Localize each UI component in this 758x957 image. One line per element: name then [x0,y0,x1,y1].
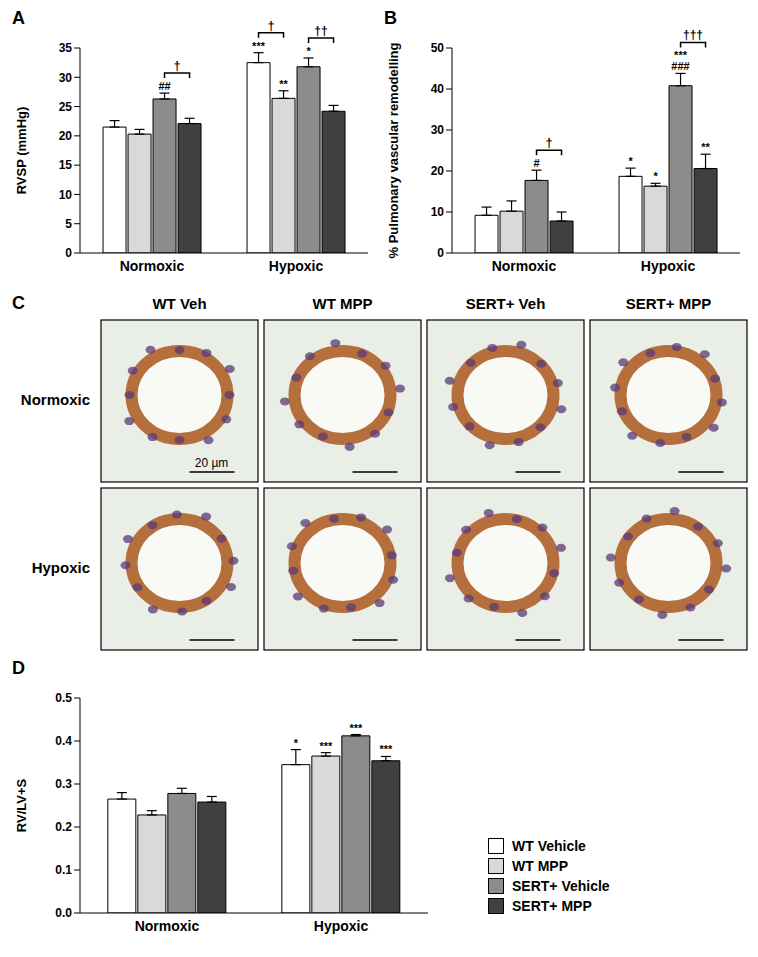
svg-text:10: 10 [59,188,73,202]
html-text:B: B [384,8,397,28]
svg-text:Hypoxic: Hypoxic [641,258,696,274]
html-text:C: C [12,293,25,313]
html-text:SERT+ Vehicle: SERT+ Vehicle [512,878,610,894]
svg-text:WT MPP: WT MPP [313,295,373,312]
svg-text:RVSP (mmHg): RVSP (mmHg) [14,107,29,195]
svg-text:50: 50 [431,41,445,55]
svg-text:Normoxic: Normoxic [120,258,185,274]
svg-text:% Pulmonary vascular remodelli: % Pulmonary vascular remodelling [386,42,401,258]
svg-text:RV/LV+S: RV/LV+S [14,779,29,833]
svg-text:0.3: 0.3 [55,777,72,791]
svg-text:5: 5 [65,217,72,231]
svg-text:0.5: 0.5 [55,691,72,705]
svg-text:Hypoxic: Hypoxic [32,559,90,576]
svg-text:*: * [653,170,658,182]
svg-text:Normoxic: Normoxic [492,258,557,274]
svg-text:SERT+ Veh: SERT+ Veh [466,295,546,312]
svg-text:***: *** [349,722,363,734]
html-text:WT Vehicle: WT Vehicle [512,838,586,854]
svg-text:Normoxic: Normoxic [21,391,90,408]
svg-text:0: 0 [65,246,72,260]
svg-text:10: 10 [431,205,445,219]
svg-text:WT Veh: WT Veh [152,295,206,312]
svg-text:20: 20 [59,129,73,143]
svg-text:SERT+ MPP: SERT+ MPP [626,295,711,312]
svg-text:***: *** [319,740,333,752]
svg-text:0: 0 [437,246,444,260]
svg-text:#: # [533,157,539,169]
svg-text:†: † [174,59,181,73]
svg-text:†: † [546,136,553,150]
svg-text:†: † [268,19,275,33]
svg-text:35: 35 [59,41,73,55]
svg-text:**: ** [701,141,710,153]
svg-text:0.1: 0.1 [55,863,72,877]
svg-text:*: * [628,155,633,167]
svg-text:***: *** [252,40,266,52]
svg-text:Normoxic: Normoxic [135,918,200,934]
svg-text:40: 40 [431,82,445,96]
html-text:D: D [12,658,25,678]
svg-text:††: †† [314,24,327,38]
svg-text:0.2: 0.2 [55,820,72,834]
svg-text:##: ## [158,80,170,92]
svg-text:###: ### [671,60,689,72]
svg-text:30: 30 [59,71,73,85]
svg-text:*: * [294,737,299,749]
html-text:SERT+ MPP: SERT+ MPP [512,898,592,914]
svg-text:***: *** [379,743,393,755]
svg-text:0.0: 0.0 [55,906,72,920]
svg-text:0.4: 0.4 [55,734,72,748]
html-text:WT MPP: WT MPP [512,858,568,874]
svg-text:*: * [306,45,311,57]
svg-text:30: 30 [431,123,445,137]
svg-text:Hypoxic: Hypoxic [314,918,369,934]
svg-text:**: ** [279,78,288,90]
html-text:A: A [12,8,25,28]
svg-text:25: 25 [59,100,73,114]
svg-text:Hypoxic: Hypoxic [269,258,324,274]
svg-text:†††: ††† [683,28,703,42]
svg-text:20: 20 [431,164,445,178]
svg-text:20 µm: 20 µm [195,456,229,470]
svg-text:15: 15 [59,158,73,172]
